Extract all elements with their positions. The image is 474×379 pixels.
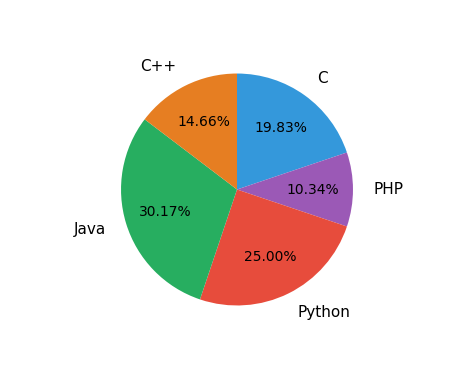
Text: 25.00%: 25.00% bbox=[244, 250, 297, 264]
Text: PHP: PHP bbox=[374, 182, 404, 197]
Text: Java: Java bbox=[74, 222, 106, 237]
Text: C: C bbox=[317, 71, 328, 86]
Wedge shape bbox=[200, 190, 347, 305]
Text: Python: Python bbox=[298, 305, 351, 319]
Text: 14.66%: 14.66% bbox=[177, 115, 230, 129]
Text: 30.17%: 30.17% bbox=[138, 205, 191, 219]
Wedge shape bbox=[237, 152, 353, 227]
Text: 10.34%: 10.34% bbox=[286, 183, 339, 196]
Text: 19.83%: 19.83% bbox=[255, 121, 308, 135]
Wedge shape bbox=[237, 74, 347, 190]
Wedge shape bbox=[121, 119, 237, 299]
Text: C++: C++ bbox=[140, 60, 176, 74]
Wedge shape bbox=[145, 74, 237, 190]
